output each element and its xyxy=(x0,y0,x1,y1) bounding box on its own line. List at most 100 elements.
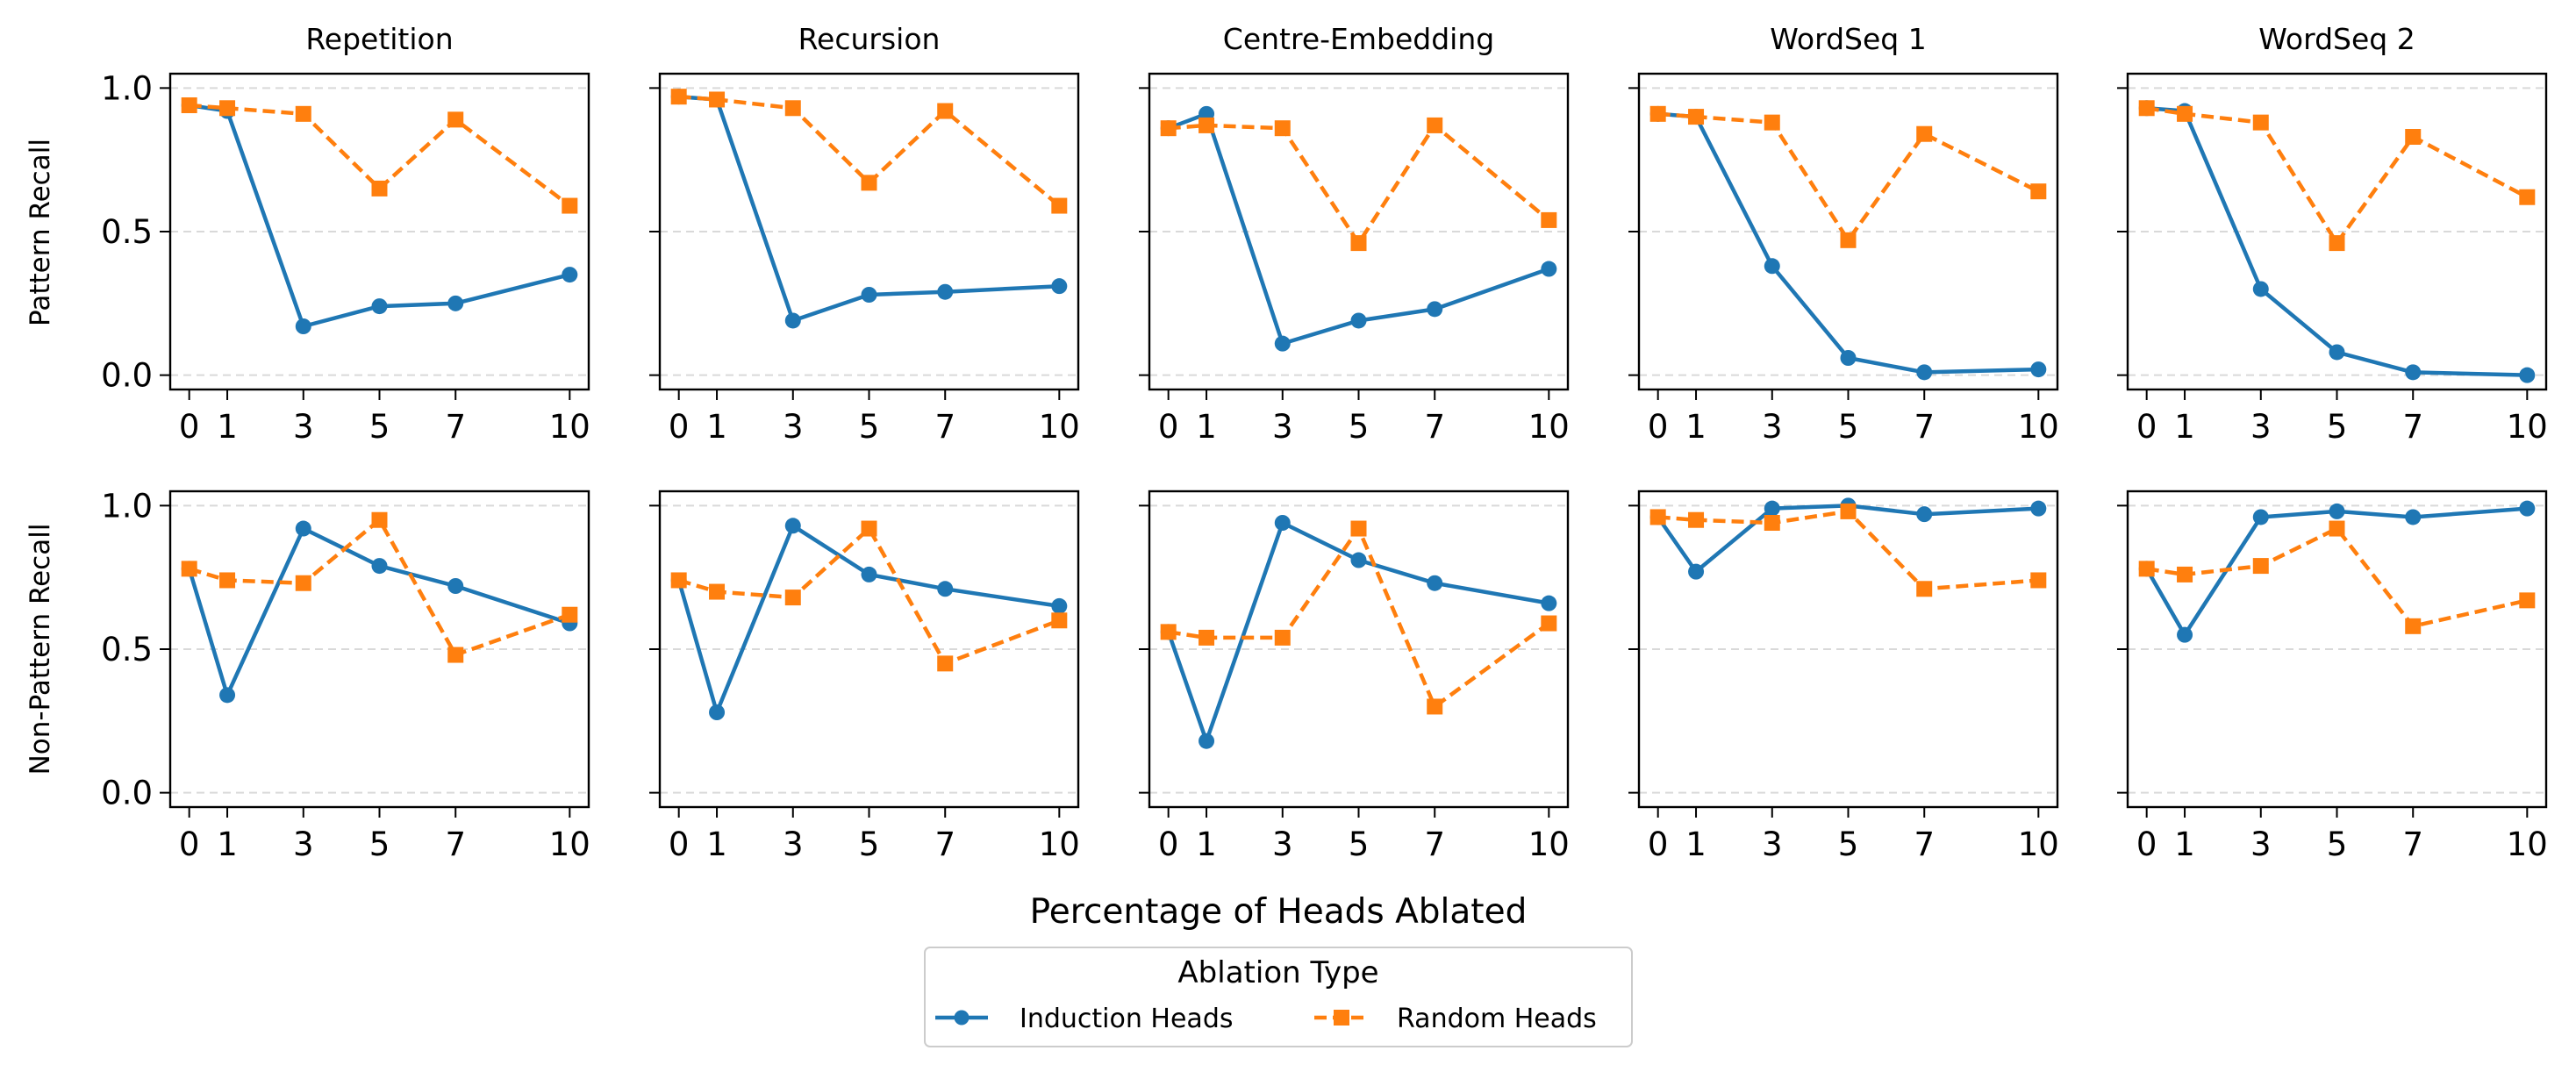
point-random-heads xyxy=(295,575,311,591)
x-tick-label: 7 xyxy=(445,825,466,863)
legend-label-random-heads: Random Heads xyxy=(1397,1004,1597,1034)
y-tick-label: 0.0 xyxy=(101,357,153,395)
x-tick-label: 1 xyxy=(1685,408,1707,446)
x-tick-label: 5 xyxy=(1838,825,1859,863)
y-tick-label: 1.0 xyxy=(101,487,153,525)
x-tick-label: 1 xyxy=(1196,408,1217,446)
point-induction-heads xyxy=(937,581,954,597)
point-induction-heads xyxy=(1541,595,1557,611)
point-induction-heads xyxy=(2519,500,2536,517)
x-tick-label: 10 xyxy=(2018,825,2059,863)
x-tick-label: 3 xyxy=(293,408,314,446)
point-random-heads xyxy=(1688,511,1705,528)
panel-frame xyxy=(658,72,1080,391)
x-tick-label: 10 xyxy=(549,408,590,446)
x-tick-label: 10 xyxy=(549,825,590,863)
series-line-induction-heads xyxy=(1167,111,1550,346)
point-induction-heads xyxy=(2405,364,2422,381)
x-tick-label: 1 xyxy=(2174,825,2195,863)
point-random-heads xyxy=(670,89,687,105)
x-tick-label: 0 xyxy=(1648,408,1669,446)
point-induction-heads xyxy=(1916,364,1933,381)
series-line-random-heads xyxy=(678,526,1061,666)
panel-frame xyxy=(2126,72,2548,391)
series-line-induction-heads xyxy=(676,524,1060,715)
point-random-heads xyxy=(2252,558,2269,575)
legend-entry-induction-heads: Induction Heads xyxy=(935,1004,1234,1034)
x-tick-label: 10 xyxy=(2507,825,2548,863)
point-random-heads xyxy=(371,511,388,528)
point-random-heads xyxy=(2030,572,2047,589)
point-random-heads xyxy=(1840,503,1857,519)
point-random-heads xyxy=(2405,129,2422,145)
point-random-heads xyxy=(181,97,197,113)
x-tick-label: 0 xyxy=(669,408,690,446)
point-random-heads xyxy=(861,175,877,191)
x-tick-label: 0 xyxy=(669,825,690,863)
series-line-induction-heads xyxy=(1166,520,1549,743)
x-tick-label: 7 xyxy=(1914,825,1935,863)
point-random-heads xyxy=(2329,520,2345,537)
point-induction-heads xyxy=(1350,552,1367,568)
series-line-induction-heads xyxy=(2144,506,2528,637)
point-random-heads xyxy=(2519,592,2536,609)
point-random-heads xyxy=(2030,183,2047,200)
point-random-heads xyxy=(1764,515,1780,531)
point-random-heads xyxy=(1350,235,1367,252)
series-line-random-heads xyxy=(2146,526,2528,629)
panel-frame xyxy=(1148,72,1570,391)
point-random-heads xyxy=(1199,629,1215,646)
panel-6: 0.0 0.5 1.0 0 1 3 5 7 10 xyxy=(101,487,590,863)
point-random-heads xyxy=(219,572,236,589)
panel-title: Repetition xyxy=(305,22,453,56)
point-induction-heads xyxy=(2519,367,2536,383)
x-tick-label: 5 xyxy=(369,408,390,446)
x-tick-label: 3 xyxy=(1762,408,1783,446)
panel-title: Recursion xyxy=(798,22,941,56)
x-tick-label: 1 xyxy=(1685,825,1707,863)
point-induction-heads xyxy=(2329,503,2345,519)
x-tick-label: 7 xyxy=(2402,825,2423,863)
x-tick-label: 5 xyxy=(859,825,880,863)
point-induction-heads xyxy=(709,704,726,720)
x-tick-label: 7 xyxy=(1424,408,1445,446)
x-tick-label: 0 xyxy=(2136,825,2157,863)
legend-marker-random-heads xyxy=(1334,1010,1349,1026)
point-random-heads xyxy=(2138,100,2155,117)
panel-title: WordSeq 2 xyxy=(2258,22,2415,56)
point-induction-heads xyxy=(1199,733,1215,749)
point-induction-heads xyxy=(1274,335,1291,352)
legend-title: Ablation Type xyxy=(1177,955,1378,990)
x-tick-label: 0 xyxy=(1158,825,1179,863)
point-induction-heads xyxy=(2252,281,2269,297)
point-induction-heads xyxy=(937,283,954,300)
point-random-heads xyxy=(447,647,464,663)
x-tick-label: 0 xyxy=(2136,408,2157,446)
point-random-heads xyxy=(709,91,726,108)
panel-3: 0 1 3 5 7 10 Centre-Embedding xyxy=(1139,22,1570,446)
point-random-heads xyxy=(562,197,578,214)
x-tick-label: 5 xyxy=(859,408,880,446)
x-tick-label: 0 xyxy=(1158,408,1179,446)
x-tick-label: 5 xyxy=(1349,825,1370,863)
legend-frame xyxy=(924,947,1633,1047)
point-induction-heads xyxy=(1764,500,1780,517)
point-induction-heads xyxy=(447,295,464,311)
panel-frame xyxy=(168,72,590,391)
panel-frame xyxy=(2126,490,2548,809)
x-tick-label: 5 xyxy=(1349,408,1370,446)
point-random-heads xyxy=(2405,618,2422,634)
series-line-random-heads xyxy=(189,103,571,208)
series-line-random-heads xyxy=(1657,509,2039,591)
panel-10: 0 1 3 5 7 10 xyxy=(2117,490,2548,863)
point-induction-heads xyxy=(2405,509,2422,525)
point-induction-heads xyxy=(447,578,464,594)
series-line-induction-heads xyxy=(189,103,570,329)
point-random-heads xyxy=(2138,561,2155,577)
x-tick-label: 5 xyxy=(2327,825,2348,863)
series-line-random-heads xyxy=(1168,123,1550,246)
panel-frame xyxy=(1637,490,2059,809)
point-induction-heads xyxy=(861,566,877,582)
point-induction-heads xyxy=(2030,361,2047,378)
point-random-heads xyxy=(670,572,687,589)
